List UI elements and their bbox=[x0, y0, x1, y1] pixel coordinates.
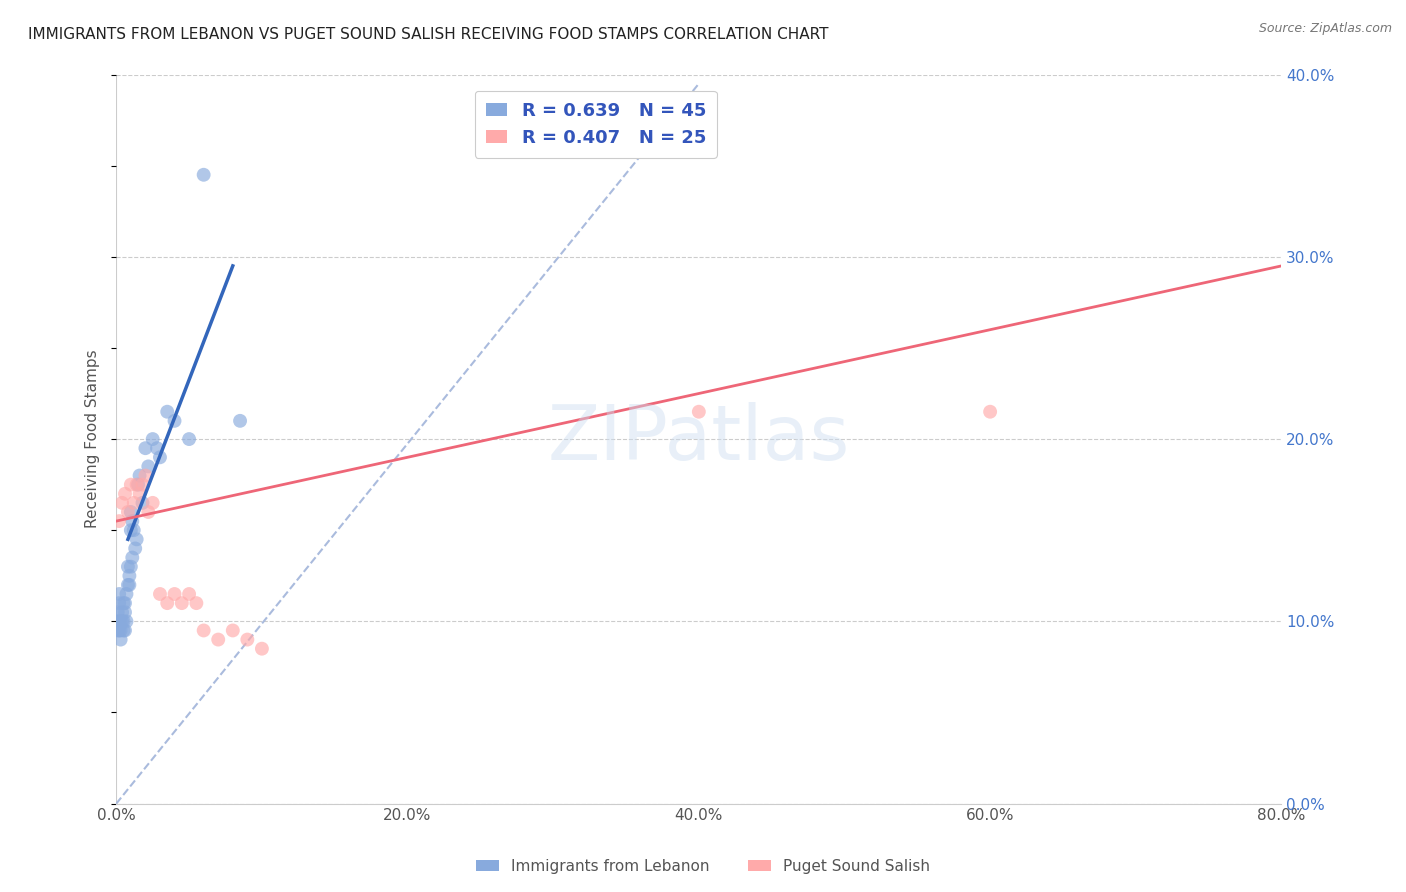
Point bbox=[170, 596, 193, 610]
Point bbox=[142, 496, 165, 510]
Point bbox=[122, 523, 145, 537]
Point bbox=[163, 587, 186, 601]
Point bbox=[108, 615, 131, 629]
Point bbox=[163, 414, 186, 428]
Point bbox=[121, 514, 143, 528]
Point bbox=[111, 605, 134, 619]
Point bbox=[136, 459, 159, 474]
Point bbox=[125, 533, 148, 547]
Legend: Immigrants from Lebanon, Puget Sound Salish: Immigrants from Lebanon, Puget Sound Sal… bbox=[470, 853, 936, 880]
Point bbox=[125, 477, 148, 491]
Point bbox=[136, 505, 159, 519]
Point bbox=[131, 477, 153, 491]
Text: IMMIGRANTS FROM LEBANON VS PUGET SOUND SALISH RECEIVING FOOD STAMPS CORRELATION : IMMIGRANTS FROM LEBANON VS PUGET SOUND S… bbox=[28, 27, 828, 42]
Point bbox=[115, 615, 138, 629]
Point bbox=[117, 559, 139, 574]
Point bbox=[107, 615, 129, 629]
Point bbox=[193, 624, 215, 638]
Point bbox=[156, 405, 179, 419]
Point bbox=[128, 468, 150, 483]
Point bbox=[110, 615, 132, 629]
Point bbox=[121, 550, 143, 565]
Point bbox=[114, 605, 136, 619]
Point bbox=[156, 596, 179, 610]
Point bbox=[107, 605, 129, 619]
Point bbox=[110, 624, 132, 638]
Point bbox=[118, 568, 141, 582]
Point bbox=[108, 514, 131, 528]
Point bbox=[688, 405, 710, 419]
Point bbox=[120, 477, 142, 491]
Point bbox=[149, 587, 172, 601]
Point bbox=[112, 615, 135, 629]
Point bbox=[134, 441, 156, 455]
Point bbox=[108, 596, 131, 610]
Point bbox=[120, 559, 142, 574]
Point bbox=[142, 432, 165, 446]
Point bbox=[122, 496, 145, 510]
Point bbox=[111, 615, 134, 629]
Point bbox=[114, 624, 136, 638]
Point bbox=[117, 578, 139, 592]
Y-axis label: Receiving Food Stamps: Receiving Food Stamps bbox=[86, 350, 100, 528]
Point bbox=[114, 487, 136, 501]
Point bbox=[107, 624, 129, 638]
Point bbox=[118, 578, 141, 592]
Point bbox=[115, 587, 138, 601]
Point bbox=[112, 624, 135, 638]
Legend: R = 0.639   N = 45, R = 0.407   N = 25: R = 0.639 N = 45, R = 0.407 N = 25 bbox=[475, 91, 717, 158]
Point bbox=[236, 632, 259, 647]
Point bbox=[120, 505, 142, 519]
Point bbox=[124, 541, 146, 556]
Point bbox=[111, 496, 134, 510]
Point bbox=[120, 523, 142, 537]
Point bbox=[108, 624, 131, 638]
Point bbox=[207, 632, 229, 647]
Point bbox=[134, 468, 156, 483]
Point bbox=[222, 624, 245, 638]
Point bbox=[177, 432, 200, 446]
Point bbox=[112, 596, 135, 610]
Point bbox=[193, 168, 215, 182]
Point bbox=[177, 587, 200, 601]
Point bbox=[117, 505, 139, 519]
Point bbox=[110, 632, 132, 647]
Point bbox=[127, 477, 149, 491]
Point bbox=[108, 587, 131, 601]
Point bbox=[131, 496, 153, 510]
Point bbox=[250, 641, 273, 656]
Text: Source: ZipAtlas.com: Source: ZipAtlas.com bbox=[1258, 22, 1392, 36]
Point bbox=[146, 441, 169, 455]
Point bbox=[979, 405, 1001, 419]
Point bbox=[114, 596, 136, 610]
Point bbox=[128, 487, 150, 501]
Point bbox=[229, 414, 252, 428]
Text: ZIPatlas: ZIPatlas bbox=[548, 402, 851, 476]
Point bbox=[186, 596, 208, 610]
Point bbox=[149, 450, 172, 465]
